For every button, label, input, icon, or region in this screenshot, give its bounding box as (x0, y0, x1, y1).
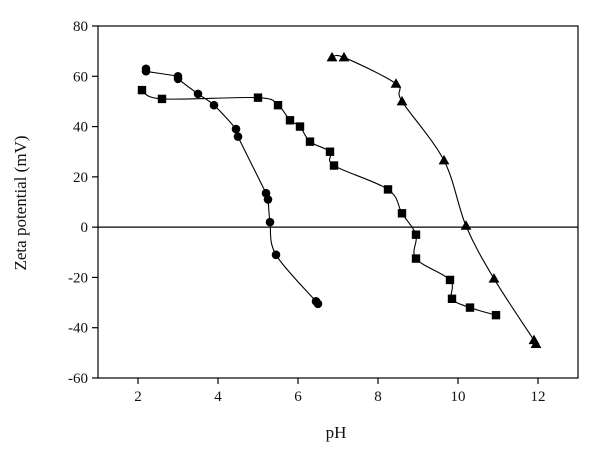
square-marker (329, 161, 339, 170)
triangle-marker (326, 51, 338, 62)
y-axis-title: Zeta potential (mV) (11, 135, 30, 270)
square-marker (491, 310, 501, 320)
series-curves (141, 54, 539, 347)
x-tick-label: 2 (134, 389, 142, 405)
x-tick-label: 8 (374, 389, 382, 405)
plot-frame (97, 25, 579, 379)
square-marker (273, 101, 283, 110)
triangle-marker (438, 154, 450, 165)
plot-area: 2 4 6 8 10 12 -60 -40 -20 0 20 40 60 80 (68, 19, 579, 405)
square-marker (305, 137, 315, 146)
square-marker (411, 230, 421, 239)
square-marker (157, 94, 167, 104)
x-tick-label: 4 (214, 389, 222, 405)
square-marker (447, 294, 457, 303)
circle-marker (271, 250, 281, 260)
triangle-marker (460, 220, 472, 230)
y-tick-label: 40 (73, 120, 88, 136)
y-tick-label: 0 (81, 220, 89, 236)
circle-series-line (143, 68, 321, 307)
square-marker (465, 303, 475, 312)
square-series-line (141, 89, 497, 316)
circle-marker (231, 124, 241, 134)
square-marker (285, 116, 295, 125)
x-axis-title: pH (326, 423, 347, 442)
triangle-marker (338, 51, 350, 62)
x-tick-label: 6 (294, 389, 302, 405)
square-marker (137, 85, 147, 95)
x-tick-label: 12 (531, 389, 546, 405)
triangle-series-line (331, 54, 539, 347)
y-tick-label: 80 (73, 19, 88, 35)
x-axis-ticks: 2 4 6 8 10 12 (134, 378, 546, 405)
square-marker (253, 93, 263, 102)
square-marker (295, 122, 305, 131)
y-tick-label: -60 (68, 371, 88, 387)
series-markers (137, 51, 542, 348)
circle-marker (313, 299, 323, 309)
circle-marker (193, 89, 203, 99)
circle-marker (265, 217, 275, 227)
circle-marker (263, 195, 273, 204)
y-tick-label: 60 (73, 69, 88, 85)
square-marker (411, 254, 421, 263)
circle-marker (209, 100, 219, 110)
y-tick-label: -40 (68, 321, 88, 337)
triangle-marker (488, 273, 500, 283)
x-tick-label: 10 (451, 389, 466, 405)
y-tick-label: 20 (73, 170, 88, 186)
square-marker (445, 275, 455, 285)
circle-marker (141, 66, 151, 76)
y-tick-label: -20 (68, 270, 88, 286)
triangle-marker (530, 338, 542, 348)
triangle-marker (396, 95, 408, 106)
y-axis-ticks: -60 -40 -20 0 20 40 60 80 (68, 19, 98, 387)
circle-marker (173, 74, 183, 84)
circle-marker (233, 132, 243, 141)
square-marker (325, 147, 335, 156)
square-marker (397, 209, 407, 218)
triangle-marker (390, 78, 402, 88)
square-marker (383, 185, 393, 194)
